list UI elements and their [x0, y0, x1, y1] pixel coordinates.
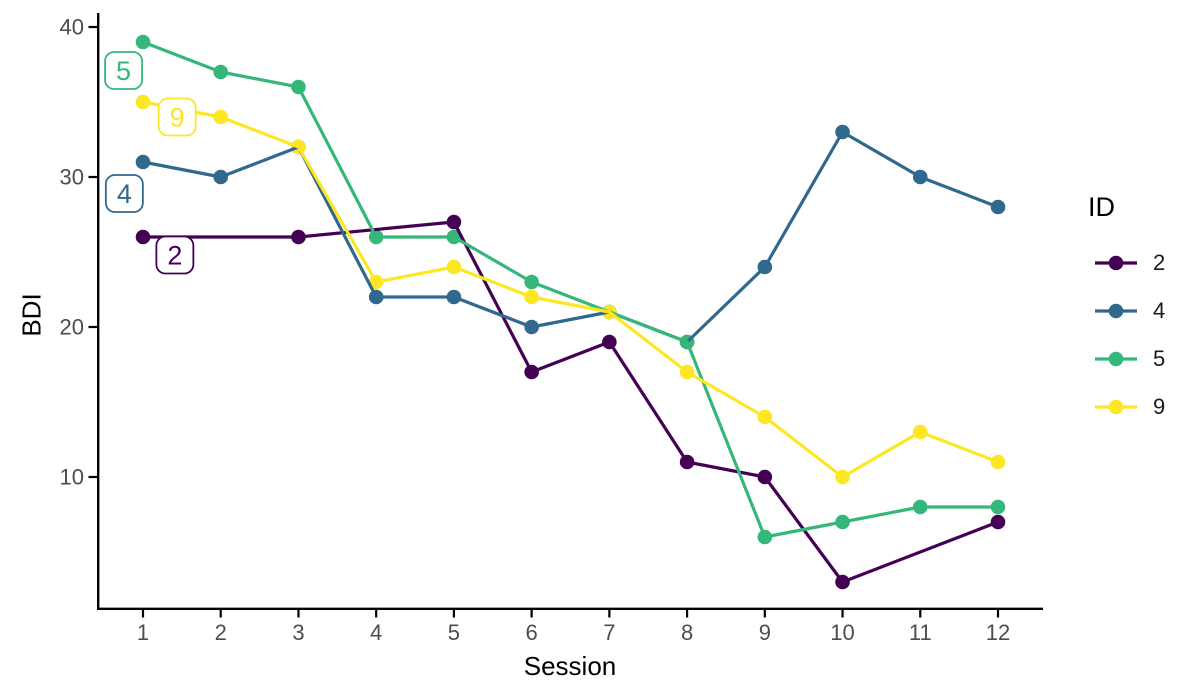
legend-key-icon: [1095, 399, 1137, 415]
series-label-box-9: [157, 97, 197, 137]
y-tick-label: 10: [60, 465, 84, 490]
series-label-text-5: 5: [116, 56, 131, 86]
legend: ID 2 4 5 9: [1088, 192, 1165, 419]
legend-key-point: [1108, 351, 1124, 367]
x-tick-label: 2: [215, 620, 227, 645]
series-line-id-9: [142, 100, 999, 479]
legend-key-icon: [1095, 351, 1137, 367]
legend-item-label: 9: [1153, 394, 1166, 419]
x-tick-label: 5: [448, 620, 460, 645]
x-axis-title: Session: [523, 651, 617, 681]
y-tick-label: 20: [60, 315, 84, 340]
legend-item-5: 5: [1094, 335, 1165, 383]
legend-item-label: 2: [1153, 250, 1166, 275]
series-label-box-4: [104, 174, 144, 213]
legend-key-icon: [1095, 303, 1137, 319]
legend-item-4: 4: [1094, 287, 1165, 335]
series-line-id-2: [143, 220, 999, 584]
y-tick-label: 30: [60, 165, 84, 190]
x-tick-label: 8: [681, 620, 693, 645]
y-tick-label: 40: [60, 15, 84, 40]
legend-items: 2 4 5 9: [1094, 239, 1165, 431]
x-tick-label: 11: [909, 620, 932, 645]
y-axis-title: BDI: [16, 293, 47, 337]
legend-item-label: 4: [1153, 298, 1166, 323]
series-label-box-2: [155, 235, 195, 275]
x-tick-label: 1: [137, 620, 149, 645]
series-line-id-5: [142, 40, 998, 539]
series-label-text-9: 9: [170, 103, 185, 133]
x-tick-label: 6: [526, 620, 538, 645]
series-line-id-4: [142, 130, 999, 344]
legend-item-label: 5: [1153, 346, 1166, 371]
legend-item-2: 2: [1094, 239, 1165, 287]
series-label-box-5: [104, 51, 143, 90]
legend-key-point: [1108, 399, 1124, 415]
legend-key-icon: [1095, 255, 1137, 271]
x-tick-label: 9: [759, 620, 771, 645]
legend-key-point: [1108, 255, 1124, 271]
legend-key-point: [1108, 303, 1124, 319]
legend-item-9: 9: [1094, 383, 1165, 431]
legend-title: ID: [1088, 192, 1115, 222]
x-tick-label: 4: [370, 620, 382, 645]
x-tick-label: 10: [830, 620, 854, 645]
series-label-text-2: 2: [167, 241, 182, 271]
x-tick-label: 7: [603, 620, 615, 645]
series-label-text-4: 4: [117, 179, 132, 209]
x-tick-label: 3: [292, 620, 304, 645]
x-tick-label: 12: [986, 620, 1010, 645]
